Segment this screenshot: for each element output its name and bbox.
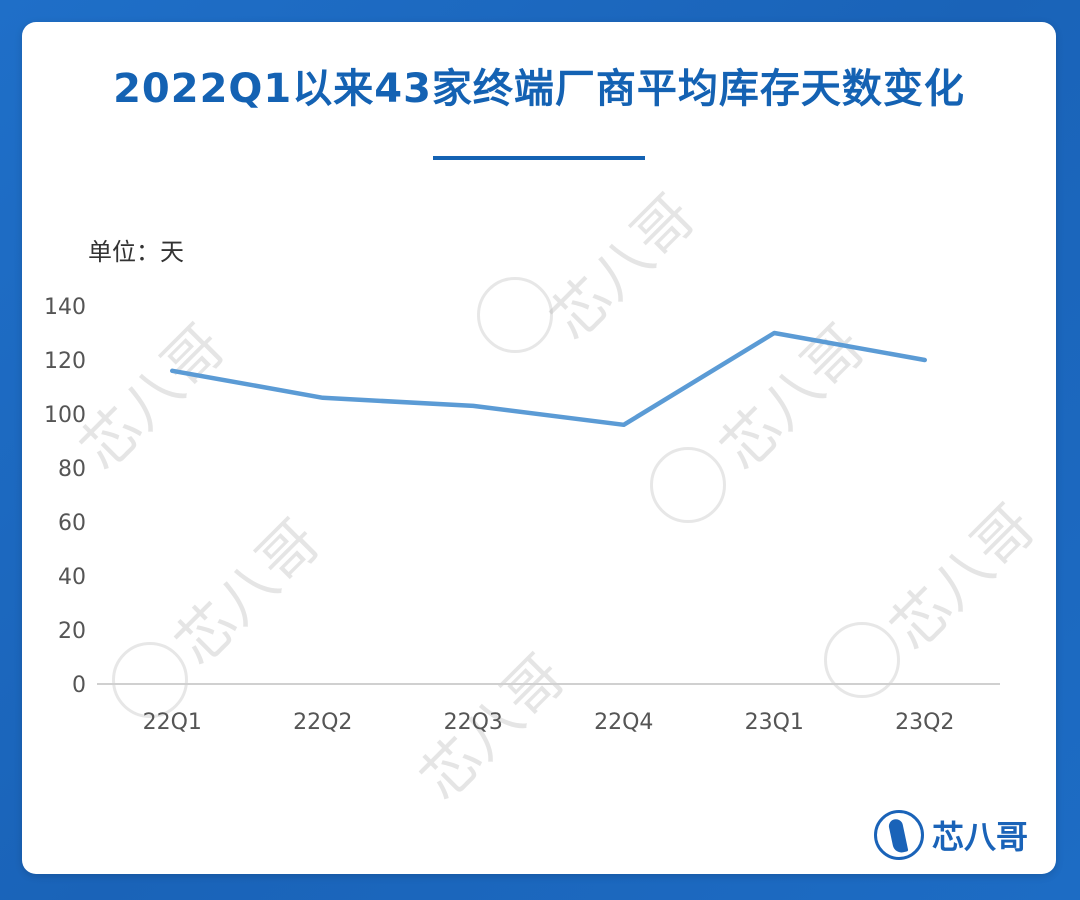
y-tick-label: 0 xyxy=(72,673,86,698)
x-tick-label: 22Q1 xyxy=(143,710,202,735)
chart-title: 2022Q1以来43家终端厂商平均库存天数变化 xyxy=(113,66,965,112)
y-tick-label: 100 xyxy=(44,403,86,428)
unit-label: 单位：天 xyxy=(88,238,184,266)
x-tick-label: 23Q1 xyxy=(745,710,804,735)
x-tick-label: 22Q3 xyxy=(444,710,503,735)
series-line xyxy=(170,330,927,428)
y-tick-label: 80 xyxy=(58,457,86,482)
x-tick-label: 22Q4 xyxy=(594,710,653,735)
chart-card: 2022Q1以来43家终端厂商平均库存天数变化 单位：天 芯八哥 芯八哥 芯八哥… xyxy=(22,22,1056,874)
bird-logo-icon xyxy=(873,810,924,860)
y-tick-label: 40 xyxy=(58,565,86,590)
y-tick-label: 120 xyxy=(44,349,86,374)
y-tick-label: 140 xyxy=(44,295,86,320)
x-tick-label: 22Q2 xyxy=(293,710,352,735)
title-divider xyxy=(433,156,645,160)
x-tick-label: 23Q2 xyxy=(895,710,954,735)
y-tick-label: 60 xyxy=(58,511,86,536)
brand-logo: 芯八哥 xyxy=(873,810,1028,860)
brand-logo-text: 芯八哥 xyxy=(931,818,1028,856)
y-tick-label: 20 xyxy=(58,619,86,644)
line-chart: 0 20 40 60 80 100 120 140 22Q1 22Q2 22Q3 22Q4 23Q1 23… xyxy=(44,295,1000,735)
